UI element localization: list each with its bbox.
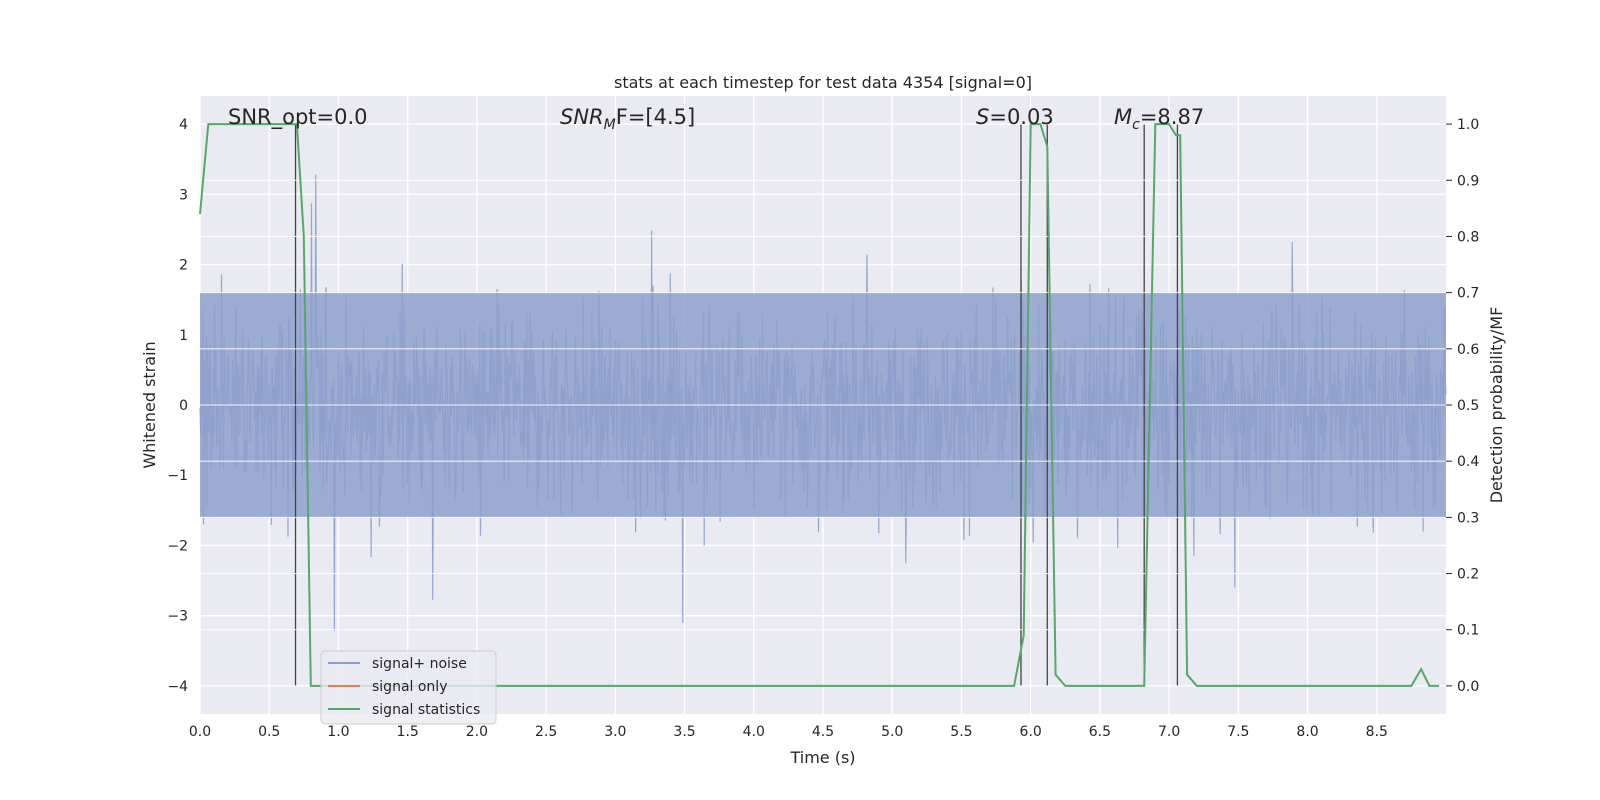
y2-tick-label: 0.2 bbox=[1457, 567, 1479, 583]
y2-tick-labels: 1.0 0.9 0.8 0.7 0.6 0.5 0.4 0.3 0.2 0.1 0.0 bbox=[1446, 117, 1479, 695]
y-tick-label: −3 bbox=[167, 609, 188, 625]
y2-tick-label: 0.5 bbox=[1457, 398, 1479, 414]
x-axis-label: Time (s) bbox=[789, 748, 855, 767]
annotation-snr-mf: SNRMF=[4.5] bbox=[560, 105, 695, 133]
annotation-s-pre: S bbox=[976, 105, 989, 129]
x-tick-label: 3.5 bbox=[673, 724, 695, 740]
y-tick-label: 0 bbox=[179, 398, 188, 414]
y2-tick-label: 1.0 bbox=[1457, 117, 1479, 133]
y2-tick-label: 0.6 bbox=[1457, 342, 1479, 358]
x-tick-label: 8.5 bbox=[1366, 724, 1388, 740]
x-tick-label: 2.0 bbox=[466, 724, 488, 740]
x-tick-label: 7.0 bbox=[1158, 724, 1180, 740]
y-tick-label: −2 bbox=[167, 538, 188, 554]
annotation-snr-mf-pre: SNR bbox=[560, 105, 604, 129]
annotation-snr-mf-sub: M bbox=[604, 117, 616, 133]
annotation-mc: Mc=8.87 bbox=[1114, 105, 1204, 133]
chart-title: stats at each timestep for test data 435… bbox=[614, 73, 1032, 92]
x-tick-label: 5.5 bbox=[950, 724, 972, 740]
legend-label-signal-only: signal only bbox=[372, 679, 447, 695]
x-tick-label: 3.0 bbox=[604, 724, 626, 740]
x-tick-label: 1.5 bbox=[397, 724, 419, 740]
annotation-snr-mf-post: F=[4.5] bbox=[616, 105, 695, 129]
annotation-mc-pre: M bbox=[1114, 105, 1132, 129]
annotation-mc-sub: c bbox=[1132, 117, 1140, 133]
signal-statistics-line bbox=[199, 123, 1440, 687]
y-tick-label: 2 bbox=[179, 258, 188, 274]
x-tick-label: 7.5 bbox=[1227, 724, 1249, 740]
x-tick-label: 1.0 bbox=[327, 724, 349, 740]
x-tick-label: 8.0 bbox=[1296, 724, 1318, 740]
y2-axis-label: Detection probability/MF bbox=[1487, 307, 1506, 504]
annotation-mc-post: =8.87 bbox=[1140, 105, 1204, 129]
y2-tick-label: 0.9 bbox=[1457, 173, 1479, 189]
y2-tick-label: 0.7 bbox=[1457, 286, 1479, 302]
x-tick-label: 4.0 bbox=[743, 724, 765, 740]
annotation-s: S=0.03 bbox=[976, 105, 1054, 129]
y2-tick-label: 0.8 bbox=[1457, 229, 1479, 245]
y-axis-label: Whitened strain bbox=[140, 341, 159, 468]
y-tick-label: 1 bbox=[179, 328, 188, 344]
noise-trace bbox=[199, 174, 1447, 632]
y-tick-labels: 4 3 2 1 0 −1 −2 −3 −4 bbox=[167, 117, 188, 695]
annotation-snr-opt: SNR_opt=0.0 bbox=[228, 105, 368, 130]
y2-tick-label: 0.4 bbox=[1457, 454, 1479, 470]
x-tick-label: 0.5 bbox=[258, 724, 280, 740]
legend-label-noise: signal+ noise bbox=[372, 656, 467, 672]
legend-label-statistics: signal statistics bbox=[372, 702, 480, 718]
x-tick-label: 0.0 bbox=[189, 724, 211, 740]
annotation-s-post: =0.03 bbox=[989, 105, 1053, 129]
x-tick-label: 2.5 bbox=[535, 724, 557, 740]
x-tick-label: 6.0 bbox=[1020, 724, 1042, 740]
x-tick-labels: 0.0 0.5 1.0 1.5 2.0 2.5 3.0 3.5 4.0 4.5 5.0 5.5 6.0 6… bbox=[189, 724, 1388, 740]
y2-tick-label: 0.3 bbox=[1457, 510, 1479, 526]
legend-box bbox=[320, 650, 497, 725]
x-tick-label: 4.5 bbox=[812, 724, 834, 740]
x-tick-label: 6.5 bbox=[1089, 724, 1111, 740]
y-tick-label: 3 bbox=[179, 187, 188, 203]
legend: signal+ noise signal only signal statist… bbox=[320, 650, 497, 725]
x-tick-label: 5.0 bbox=[881, 724, 903, 740]
y-tick-label: −1 bbox=[167, 468, 188, 484]
y-tick-label: 4 bbox=[179, 117, 188, 133]
y2-tick-label: 0.0 bbox=[1457, 679, 1479, 695]
y2-tick-label: 0.1 bbox=[1457, 623, 1479, 639]
y-tick-label: −4 bbox=[167, 679, 188, 695]
